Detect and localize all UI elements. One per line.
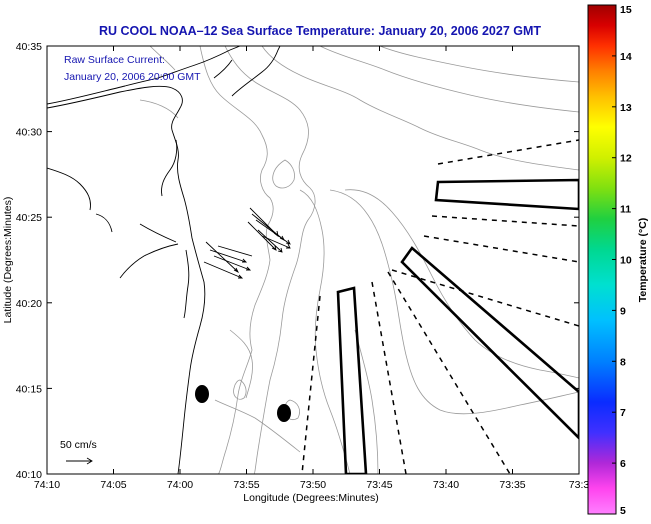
colorbar-tick-label: 6 [620,458,626,470]
colorbar-label: Temperature (°C) [637,218,649,303]
x-tick-label: 74:00 [167,479,193,491]
y-tick-label: 40:25 [16,212,42,224]
current-vectors [203,207,291,279]
colorbar-tick-label: 7 [620,407,626,419]
y-tick-label: 40:15 [16,383,42,395]
colorbar-tick-label: 12 [620,153,632,165]
isobath-lines [139,46,579,474]
x-tick-label: 73:50 [300,479,326,491]
y-axis-label: Latitude (Degrees:Minutes) [2,197,14,324]
x-tick-label: 73:45 [366,479,392,491]
colorbar-tick-label: 9 [620,305,626,317]
x-tick-label: 73:3 [569,479,590,491]
colorbar-gradient [587,4,617,515]
y-tick-label: 40:10 [16,469,42,481]
radar-beam-boxes [336,178,579,474]
x-tick-label: 73:40 [433,479,459,491]
colorbar: 15 14 13 12 11 10 9 8 7 6 5 Temperature (°C) [587,4,649,517]
colorbar-tick-label: 14 [620,51,632,63]
annotation-line-1: Raw Surface Current: [64,54,165,66]
figure-title: RU COOL NOAA–12 Sea Surface Temperature:… [99,24,541,38]
coastline [47,46,281,474]
scale-label: 50 cm/s [60,439,97,451]
colorbar-tick-label: 10 [620,255,632,267]
colorbar-tick-label: 15 [620,4,632,16]
x-tick-label: 74:10 [34,479,60,491]
y-tick-label: 40:20 [16,298,42,310]
y-tick-label: 40:30 [16,127,42,139]
station-marker [195,385,209,403]
annotation-line-2: January 20, 2006 20:00 GMT [64,71,201,83]
x-tick-label: 73:35 [499,479,525,491]
y-axis-ticks: 40:35 40:30 40:25 40:20 40:15 40:10 [16,41,579,481]
x-axis-label: Longitude (Degrees:Minutes) [243,492,378,504]
x-tick-label: 73:55 [233,479,259,491]
colorbar-tick-label: 11 [620,204,631,216]
colorbar-tick-label: 13 [620,102,632,114]
scale-arrow [66,457,93,465]
y-tick-label: 40:35 [16,41,42,53]
colorbar-tick-label: 5 [620,505,626,517]
colorbar-ticks: 15 14 13 12 11 10 9 8 7 6 5 [612,4,632,517]
x-axis-ticks: 74:10 74:05 74:00 73:55 73:50 73:45 73:40 73:35… [34,46,590,491]
x-tick-label: 74:05 [100,479,126,491]
station-marker [277,404,291,422]
colorbar-tick-label: 8 [620,356,626,368]
plot-area [47,46,579,474]
transect-dashed-lines [301,139,579,474]
